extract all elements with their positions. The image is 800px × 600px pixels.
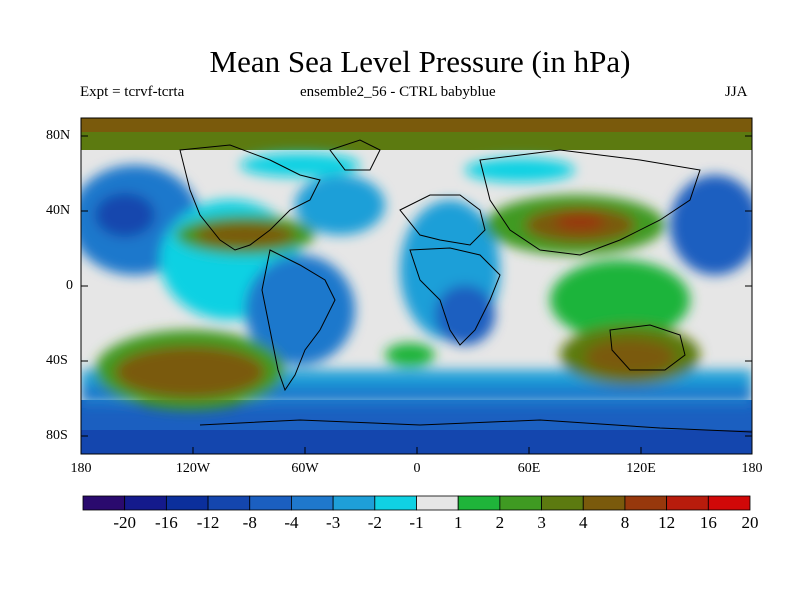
colorbar-label-12: 8 <box>620 513 630 532</box>
lat-tick-40s: 40S <box>46 353 68 368</box>
south-pacific-high-core <box>115 346 265 398</box>
colorbar-swatch-3 <box>207 495 251 511</box>
colorbar-swatch-11 <box>541 495 584 511</box>
lon-tick-120w: 120W <box>175 461 211 476</box>
map-title: Mean Sea Level Pressure (in hPa) <box>209 44 631 79</box>
colorbar-label-3: -8 <box>242 513 257 532</box>
lon-tick-0: 0 <box>413 461 421 476</box>
colorbar-label-10: 3 <box>537 513 546 532</box>
season-label: JJA <box>725 84 748 100</box>
colorbar-swatch-10 <box>499 495 542 511</box>
indian-ocean-high <box>550 260 690 340</box>
colorbar-swatch-13 <box>624 495 668 511</box>
colorbar-swatch-9 <box>457 495 501 511</box>
lon-tick-60w: 60W <box>291 461 319 476</box>
lon-tick-180w: 180 <box>70 461 92 476</box>
colorbar-label-4: -4 <box>284 513 299 532</box>
colorbar-swatch-14 <box>666 495 709 511</box>
colorbar-label-1: -16 <box>155 513 178 532</box>
colorbar-label-2: -12 <box>196 513 220 532</box>
lat-tick-40n: 40N <box>46 203 71 218</box>
experiment-label: Expt = tcrvf-tcrta <box>80 84 185 100</box>
colorbar-swatch-4 <box>249 495 292 511</box>
colorbar-label-11: 4 <box>579 513 588 532</box>
colorbar-label-6: -2 <box>367 513 382 532</box>
colorbar-label-14: 16 <box>699 513 717 532</box>
axis-ticks <box>81 135 752 454</box>
arctic-cyan-west <box>240 153 360 177</box>
colorbar-swatch-15 <box>707 495 751 511</box>
lat-tick-0: 0 <box>66 278 73 293</box>
north-pacific-core <box>95 193 155 237</box>
colorbar-label-5: -3 <box>326 513 341 532</box>
colorbar-label-13: 12 <box>658 513 676 532</box>
colorbar-swatch-6 <box>332 495 376 511</box>
colorbar-swatch-12 <box>582 495 626 511</box>
colorbar-swatch-5 <box>291 495 334 511</box>
arctic-high-band <box>81 118 752 132</box>
lon-tick-180e: 180 <box>741 461 763 476</box>
lon-tick-120e: 120E <box>626 461 656 476</box>
lon-tick-60e: 60E <box>517 461 541 476</box>
colorbar-swatch-8 <box>416 495 459 511</box>
colorbar-swatch-1 <box>124 495 167 511</box>
coastlines <box>179 139 752 433</box>
colorbar-label-7: -1 <box>409 513 424 532</box>
lat-tick-80n: 80N <box>46 128 71 143</box>
colorbar-label-15: 20 <box>741 513 759 532</box>
south-atlantic-high <box>385 343 435 367</box>
australia-high-core <box>585 339 675 375</box>
colorbar-label-9: 2 <box>495 513 505 532</box>
colorbar-label-0: -20 <box>113 513 137 532</box>
asia-high-peak <box>555 213 605 231</box>
na-high-core <box>195 223 295 247</box>
colorbar-swatch-0 <box>82 495 126 511</box>
ensemble-label: ensemble2_56 - CTRL babyblue <box>300 84 496 100</box>
colorbar-swatch-2 <box>165 495 209 511</box>
colorbar-label-8: 1 <box>453 513 463 532</box>
south-america-low <box>245 255 355 365</box>
lat-tick-80s: 80S <box>46 428 68 443</box>
north-atlantic-low <box>295 175 385 235</box>
colorbar-swatch-7 <box>374 495 417 511</box>
arctic-cyan-east <box>465 158 575 182</box>
